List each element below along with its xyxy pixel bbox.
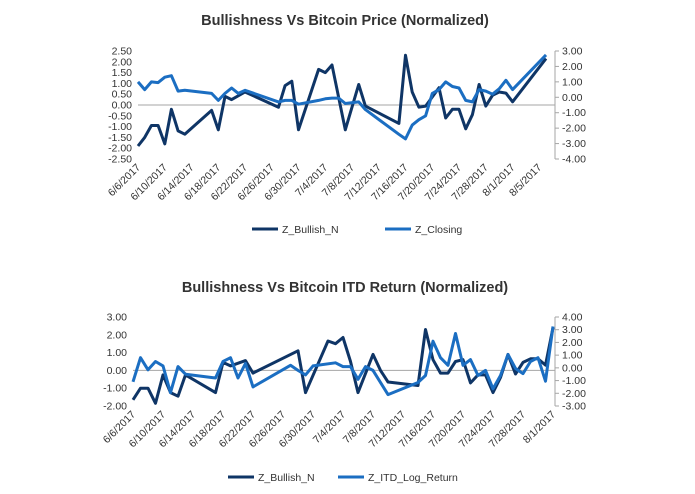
y-left-tick-label: 1.50 <box>112 67 133 79</box>
y-right-tick-label: -1.00 <box>562 107 586 119</box>
y-left-tick-label: -1.50 <box>108 132 132 144</box>
legend-label: Z_Bullish_N <box>258 472 315 484</box>
y-left-tick-label: 3.00 <box>107 312 128 324</box>
y-right-tick-label: 2.00 <box>562 337 583 349</box>
y-right-tick-label: 0.00 <box>562 362 583 374</box>
legend-label: Z_Closing <box>415 224 462 236</box>
y-right-tick-label: 4.00 <box>562 312 583 324</box>
legend-label: Z_Bullish_N <box>282 224 339 236</box>
y-left-tick-label: -2.00 <box>108 143 132 155</box>
y-left-tick-label: -0.50 <box>108 110 132 122</box>
chart-price: Bullishness Vs Bitcoin Price (Normalized… <box>106 13 586 236</box>
series-line-z-itd-log-return <box>131 326 555 397</box>
y-right-tick-label: 1.00 <box>562 76 583 88</box>
y-right-tick-label: -4.00 <box>562 154 586 166</box>
y-right-tick-label: 3.00 <box>562 46 583 58</box>
y-right-tick-label: -2.00 <box>562 388 586 400</box>
y-left-tick-label: 2.00 <box>112 56 133 68</box>
y-right-tick-label: -2.00 <box>562 123 586 135</box>
y-right-tick-label: 1.00 <box>562 350 583 362</box>
y-left-tick-label: 0.50 <box>112 89 133 101</box>
chart-itd-return: Bullishness Vs Bitcoin ITD Return (Norma… <box>101 280 586 484</box>
x-tick-label: 8/1/2017 <box>521 409 558 446</box>
y-left-tick-label: -2.50 <box>108 154 132 166</box>
y-left-tick-label: -1.00 <box>103 383 127 395</box>
y-left-tick-label: 2.00 <box>107 329 128 341</box>
y-right-tick-label: -1.00 <box>562 375 586 387</box>
y-left-tick-label: 2.50 <box>112 46 133 58</box>
y-right-tick-label: -3.00 <box>562 401 586 413</box>
chart-title: Bullishness Vs Bitcoin ITD Return (Norma… <box>182 280 508 296</box>
y-right-tick-label: 3.00 <box>562 324 583 336</box>
y-left-tick-label: 0.00 <box>112 100 133 112</box>
series-line-z-closing <box>136 53 548 141</box>
y-right-tick-label: 2.00 <box>562 61 583 73</box>
y-left-tick-label: -2.00 <box>103 401 127 413</box>
chart-title: Bullishness Vs Bitcoin Price (Normalized… <box>201 13 489 29</box>
y-right-tick-label: -3.00 <box>562 138 586 150</box>
y-left-tick-label: 0.00 <box>107 365 128 377</box>
legend-label: Z_ITD_Log_Return <box>368 472 458 484</box>
y-right-tick-label: 0.00 <box>562 92 583 104</box>
y-left-tick-label: -1.00 <box>108 121 132 133</box>
y-left-tick-label: 1.00 <box>112 78 133 90</box>
y-left-tick-label: 1.00 <box>107 347 128 359</box>
